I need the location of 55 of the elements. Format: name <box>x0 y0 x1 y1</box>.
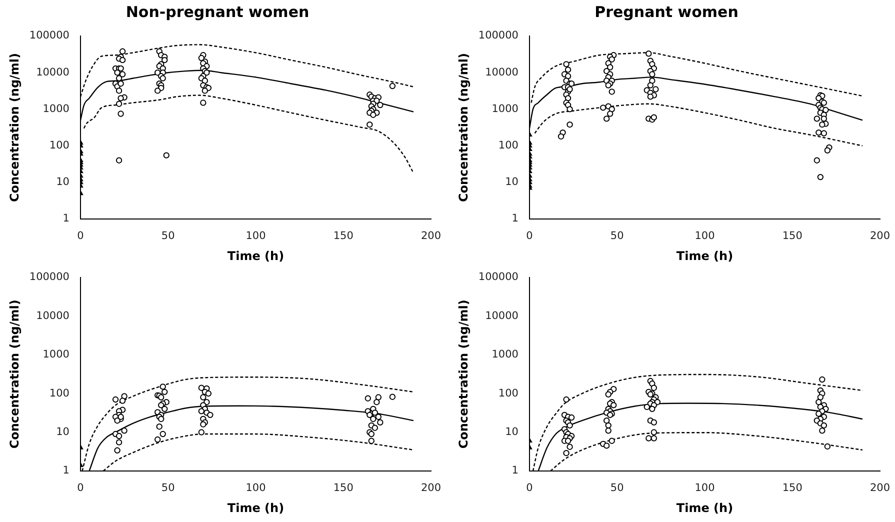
x-tick-label: 150 <box>333 482 354 494</box>
y-tick-label: 10000 <box>36 310 70 322</box>
y-tick-label: 10 <box>56 176 70 188</box>
y-tick-label: 1 <box>62 464 70 477</box>
x-tick-label: 0 <box>77 482 84 494</box>
y-tick-label: 1000 <box>42 348 70 361</box>
x-tick-label: 50 <box>610 230 624 242</box>
x-axis-title: Time (h) <box>227 248 284 263</box>
x-tick-label: 100 <box>694 230 715 242</box>
y-tick-label: 1000 <box>42 102 70 115</box>
y-tick-label: 100 <box>498 140 518 152</box>
y-tick-label: 10 <box>56 426 70 438</box>
y-tick-label: 1 <box>62 212 70 225</box>
x-tick-label: 100 <box>246 230 266 242</box>
x-tick-label: 50 <box>610 482 624 494</box>
x-tick-label: 200 <box>420 230 442 242</box>
y-tick-label: 10 <box>505 426 518 438</box>
y-tick-label: 100 <box>49 140 70 152</box>
x-tick-label: 100 <box>246 482 266 494</box>
y-tick-label: 1 <box>512 212 518 225</box>
x-axis-title: Time (h) <box>676 248 734 263</box>
y-axis-title: Concentration (ng/ml) <box>7 300 22 449</box>
x-tick-label: 200 <box>420 482 442 494</box>
x-tick-label: 50 <box>161 230 175 242</box>
y-tick-label: 10 <box>505 176 518 188</box>
x-tick-label: 150 <box>333 230 354 242</box>
chart-title: Pregnant women <box>594 2 738 21</box>
y-tick-label: 100 <box>49 387 70 400</box>
x-axis-title: Time (h) <box>676 500 734 515</box>
chart-title: Non-pregnant women <box>126 2 310 21</box>
y-tick-label: 1000 <box>492 348 518 361</box>
y-tick-label: 10000 <box>485 310 518 322</box>
x-tick-label: 0 <box>77 230 84 242</box>
x-tick-label: 100 <box>694 482 715 494</box>
y-axis-title: Concentration (ng/ml) <box>456 52 470 202</box>
y-tick-label: 100000 <box>478 30 518 42</box>
y-tick-label: 1 <box>512 464 518 477</box>
y-tick-label: 100000 <box>478 271 518 284</box>
x-tick-label: 0 <box>526 230 533 242</box>
x-axis-title: Time (h) <box>227 500 284 515</box>
y-tick-label: 1000 <box>492 102 518 115</box>
line-series <box>534 103 864 146</box>
x-tick-label: 150 <box>782 482 802 494</box>
y-tick-label: 100000 <box>29 30 70 42</box>
x-tick-label: 200 <box>870 482 890 494</box>
y-tick-label: 100 <box>498 387 518 400</box>
x-tick-label: 150 <box>782 230 802 242</box>
x-tick-label: 200 <box>870 230 890 242</box>
x-tick-label: 0 <box>526 482 533 494</box>
y-axis-title: Concentration (ng/ml) <box>456 300 470 449</box>
y-tick-label: 10000 <box>485 66 518 78</box>
y-axis-title: Concentration (ng/ml) <box>7 52 22 202</box>
x-tick-label: 50 <box>161 482 175 494</box>
y-tick-label: 10000 <box>36 66 70 78</box>
y-tick-label: 100000 <box>29 271 70 284</box>
